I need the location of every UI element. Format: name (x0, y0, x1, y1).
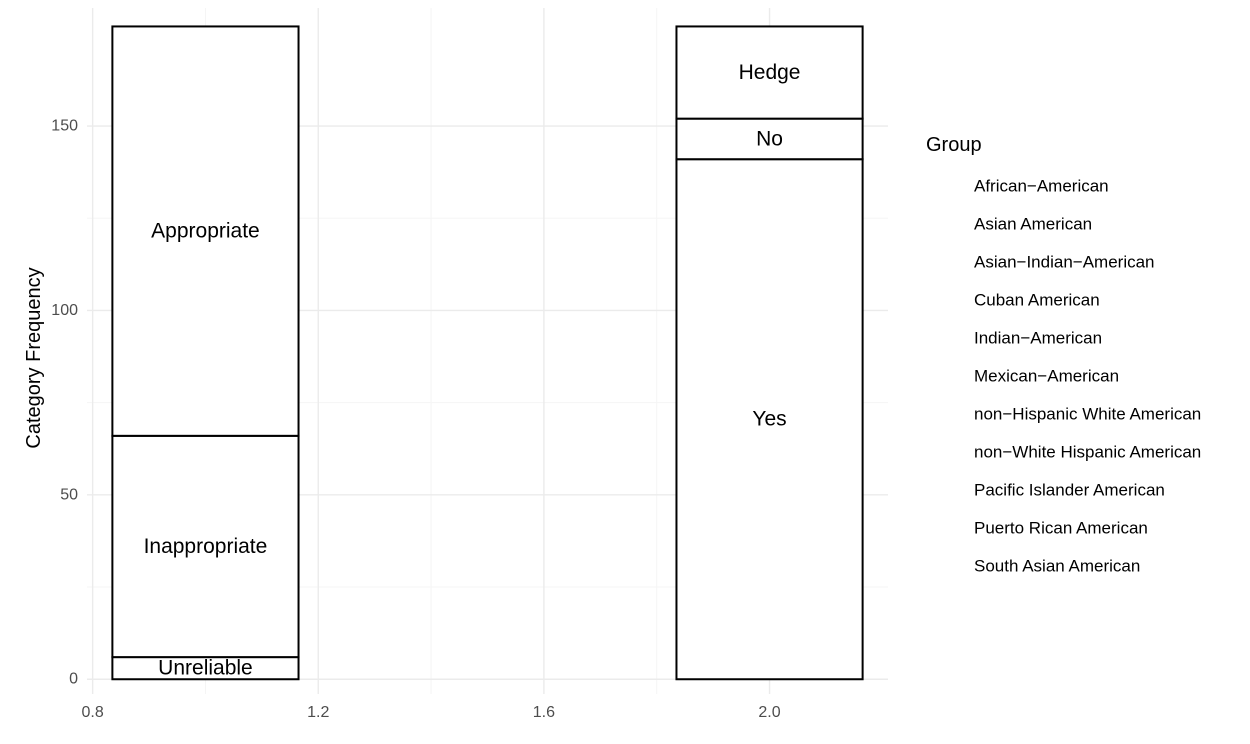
legend-items: African−American Asian American Asian−Indi… (948, 177, 1201, 576)
legend-item-label: non−Hispanic White American (974, 405, 1201, 424)
legend-key (948, 177, 965, 194)
y-axis-title: Category Frequency (23, 267, 45, 448)
x-tick-label: 1.6 (533, 704, 555, 721)
bar-segment (675, 25, 864, 120)
x-tick-label: 0.8 (82, 704, 104, 721)
legend-key (948, 443, 965, 460)
bars: Unreliable Inappropriate Appropriate Yes No H… (111, 25, 864, 681)
bar-segment-label: Yes (752, 408, 786, 431)
legend-key (948, 367, 965, 384)
legend-item-label: Indian−American (974, 329, 1102, 348)
y-axis: 0 50 100 150 (51, 118, 78, 688)
legend-item-label: non−White Hispanic American (974, 443, 1201, 462)
legend-title: Group (926, 134, 982, 156)
legend-key (948, 215, 965, 232)
legend-item-label: Mexican−American (974, 367, 1119, 386)
bar-segment-label: Appropriate (151, 220, 260, 243)
legend-key (948, 253, 965, 270)
legend-item-label: Pacific Islander American (974, 481, 1165, 500)
legend-item-label: Cuban American (974, 291, 1100, 310)
legend-item-label: Puerto Rican American (974, 519, 1148, 538)
legend-key (948, 519, 965, 536)
bar-segment-label: Hedge (739, 61, 801, 84)
legend-key (948, 405, 965, 422)
bar-segment-label: Inappropriate (144, 535, 268, 558)
legend-key (948, 329, 965, 346)
legend: Group African−American Asian American Asia… (926, 134, 1201, 576)
legend-key (948, 557, 965, 574)
y-tick-label: 150 (51, 118, 78, 135)
bar-segment-label: No (756, 127, 783, 150)
legend-key (948, 481, 965, 498)
y-tick-label: 50 (60, 486, 78, 503)
legend-item-label: Asian−Indian−American (974, 253, 1155, 272)
bar-segment (675, 158, 864, 681)
bar-segment (111, 434, 300, 659)
legend-item-label: Asian American (974, 215, 1092, 234)
bar-segment-label: Unreliable (158, 657, 253, 680)
y-tick-label: 0 (69, 671, 78, 688)
x-tick-label: 1.2 (307, 704, 329, 721)
legend-key (948, 291, 965, 308)
x-tick-label: 2.0 (758, 704, 780, 721)
legend-item-label: African−American (974, 177, 1109, 196)
bar-segment (111, 25, 300, 437)
y-tick-label: 100 (51, 302, 78, 319)
bar-segment (675, 117, 864, 161)
x-axis: 0.8 1.2 1.6 2.0 (82, 704, 781, 721)
legend-item-label: South Asian American (974, 557, 1140, 576)
